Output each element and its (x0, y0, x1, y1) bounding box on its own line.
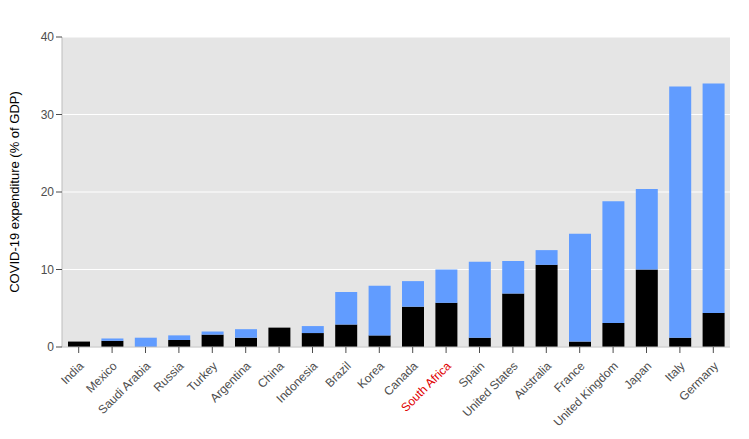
svg-text:Canada: Canada (380, 358, 421, 399)
svg-text:Mexico: Mexico (83, 358, 120, 396)
svg-text:Korea: Korea (354, 358, 388, 392)
svg-text:0: 0 (47, 340, 54, 354)
svg-text:10: 10 (41, 263, 55, 277)
svg-text:China: China (254, 358, 287, 391)
svg-text:United Kingdom: United Kingdom (551, 359, 621, 429)
svg-text:Russia: Russia (151, 359, 187, 395)
svg-text:Argentina: Argentina (207, 359, 253, 405)
svg-text:20: 20 (41, 185, 55, 199)
svg-text:40: 40 (41, 30, 55, 44)
svg-text:Spain: Spain (455, 358, 488, 391)
svg-text:South Africa: South Africa (398, 359, 454, 415)
svg-text:Saudi Arabia: Saudi Arabia (95, 359, 153, 417)
svg-text:Brazil: Brazil (323, 359, 354, 390)
svg-text:Australia: Australia (511, 359, 554, 402)
svg-text:30: 30 (41, 108, 55, 122)
svg-text:Germany: Germany (676, 359, 721, 404)
svg-text:Turkey: Turkey (184, 358, 221, 395)
svg-text:India: India (58, 359, 87, 388)
svg-text:Japan: Japan (621, 359, 654, 392)
svg-text:United States: United States (460, 359, 521, 420)
svg-text:Italy: Italy (662, 359, 687, 384)
svg-text:COVID-19 expenditure (% of GDP: COVID-19 expenditure (% of GDP) (8, 91, 22, 293)
svg-text:Indonesia: Indonesia (274, 359, 321, 406)
svg-text:France: France (551, 358, 588, 396)
